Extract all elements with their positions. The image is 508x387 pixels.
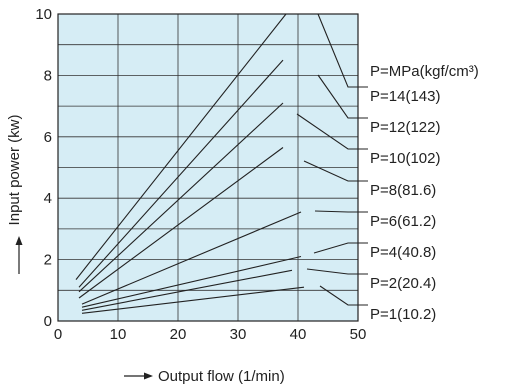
legend-entry: P=10(102): [370, 150, 440, 167]
series-line: [81, 269, 293, 311]
legend-entry: P=1(10.2): [370, 306, 436, 323]
y-tick-label: 6: [44, 129, 52, 146]
x-tick-labels: 0 10 20 30 40 50: [54, 326, 367, 343]
legend-entry: P=4(40.8): [370, 244, 436, 261]
plot-frame: [57, 13, 359, 322]
x-tick-label: 50: [350, 326, 367, 343]
legend-leader-line: [306, 268, 368, 275]
series-lines: [75, 13, 305, 314]
series-line: [78, 102, 284, 293]
y-tick-label: 4: [44, 190, 52, 207]
y-tick-label: 0: [44, 313, 52, 330]
y-tick-label: 8: [44, 67, 52, 84]
legend-leader-line: [317, 13, 368, 88]
y-tick-label: 2: [44, 252, 52, 269]
legend-leader-line: [317, 74, 368, 119]
legend-title: P=MPa(kgf/cm³): [370, 63, 479, 80]
series-line: [78, 147, 284, 299]
legend-leader-line: [296, 113, 368, 150]
legend-leader-line: [303, 160, 368, 182]
legend-entry: P=14(143): [370, 88, 440, 105]
x-axis-arrow: [124, 372, 153, 380]
legend-entry: P=2(20.4): [370, 275, 436, 292]
y-tick-labels: 0 2 4 6 8 10: [35, 6, 52, 330]
y-tick-label: 10: [35, 6, 52, 23]
series-line: [81, 211, 302, 305]
series-line: [75, 13, 287, 280]
y-axis-arrow: [15, 236, 23, 274]
legend: P=MPa(kgf/cm³) P=14(143) P=12(122) P=10(102…: [296, 13, 479, 323]
legend-leader-line: [314, 210, 368, 213]
y-axis-label: Input power (kw): [6, 115, 23, 226]
series-line: [81, 286, 305, 314]
legend-entry: P=6(61.2): [370, 213, 436, 230]
grid: [57, 13, 359, 322]
x-tick-label: 20: [170, 326, 187, 343]
legend-entry: P=12(122): [370, 119, 440, 136]
x-tick-label: 30: [230, 326, 247, 343]
legend-entry: P=8(81.6): [370, 182, 436, 199]
series-line: [81, 255, 302, 308]
x-tick-label: 10: [110, 326, 127, 343]
x-axis-label: Output flow (1/min): [158, 368, 285, 385]
x-tick-label: 0: [54, 326, 62, 343]
legend-leader-line: [313, 242, 368, 254]
x-tick-label: 40: [290, 326, 307, 343]
legend-leader-line: [319, 285, 368, 306]
series-line: [78, 59, 284, 288]
